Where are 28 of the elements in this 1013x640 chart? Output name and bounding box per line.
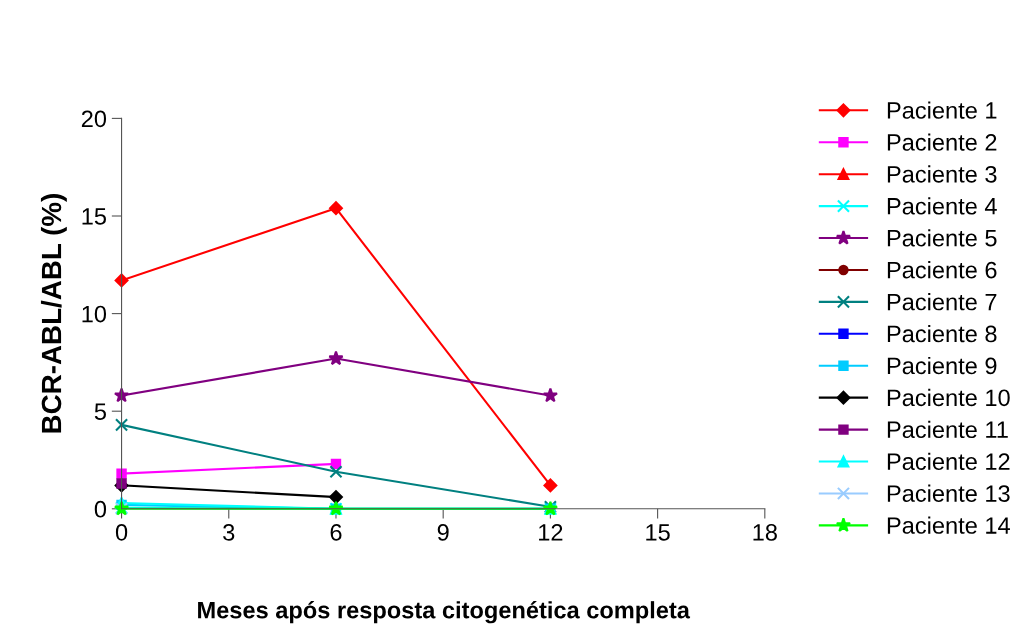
x-tick-label: 9 (437, 524, 449, 541)
x-tick-label: 15 (646, 524, 670, 541)
legend-label: Paciente 7 (887, 293, 997, 311)
x-tick-label: 0 (115, 524, 128, 541)
y-tick-label: 5 (94, 403, 106, 420)
y-axis-title: BCR-ABL/ABL (%) (40, 194, 67, 433)
y-tick-label: 15 (82, 208, 106, 225)
legend-label: Paciente 2 (887, 133, 997, 151)
x-axis-title: Meses após resposta citogenética completa (198, 600, 691, 624)
x-tick-label: 18 (753, 524, 777, 541)
legend-label: Paciente 9 (887, 356, 997, 375)
legend-label: Paciente 5 (887, 229, 997, 247)
legend-label: Paciente 1 (887, 101, 997, 119)
y-tick-label: 20 (81, 110, 107, 128)
legend-label: Paciente 12 (887, 452, 1010, 471)
x-tick-label: 3 (223, 524, 235, 541)
legend-label: Paciente 13 (887, 484, 1010, 502)
legend-label: Paciente 6 (887, 261, 997, 279)
x-tick-label: 12 (539, 524, 563, 541)
legend-label: Paciente 4 (887, 197, 997, 215)
y-tick-label: 0 (94, 500, 107, 518)
legend-label: Paciente 8 (887, 324, 997, 343)
x-tick-label: 6 (330, 524, 342, 541)
y-tick-label: 10 (82, 305, 107, 323)
legend-label: Paciente 14 (887, 516, 1010, 534)
legend-label: Paciente 11 (887, 420, 1008, 439)
legend-label: Paciente 10 (887, 388, 1010, 407)
legend-label: Paciente 3 (887, 165, 997, 183)
